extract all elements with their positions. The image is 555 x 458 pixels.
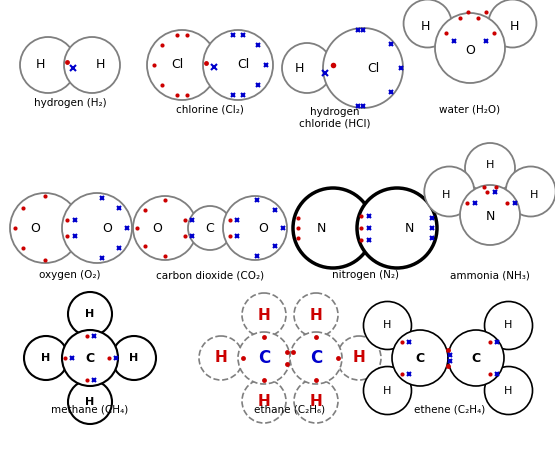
Circle shape: [62, 193, 132, 263]
Circle shape: [242, 379, 286, 423]
Circle shape: [282, 43, 332, 93]
Text: H: H: [529, 190, 538, 200]
Text: oxygen (O₂): oxygen (O₂): [39, 270, 101, 280]
Text: H: H: [504, 321, 513, 331]
Circle shape: [357, 188, 437, 268]
Circle shape: [424, 167, 475, 217]
Circle shape: [223, 196, 287, 260]
Text: hydrogen (H₂): hydrogen (H₂): [34, 98, 107, 108]
Text: H: H: [258, 307, 270, 322]
Circle shape: [364, 366, 411, 414]
Circle shape: [10, 193, 80, 263]
Text: H: H: [486, 160, 494, 170]
Text: carbon dioxide (CO₂): carbon dioxide (CO₂): [156, 270, 264, 280]
Circle shape: [199, 336, 243, 380]
Text: O: O: [152, 222, 162, 234]
Circle shape: [64, 37, 120, 93]
Text: H: H: [421, 20, 430, 33]
Circle shape: [488, 0, 537, 48]
Circle shape: [24, 336, 68, 380]
Text: O: O: [465, 44, 475, 56]
Text: H: H: [36, 59, 45, 71]
Circle shape: [112, 336, 156, 380]
Text: ammonia (NH₃): ammonia (NH₃): [450, 270, 530, 280]
Text: C: C: [258, 349, 270, 367]
Text: ethene (C₂H₄): ethene (C₂H₄): [415, 405, 486, 415]
Circle shape: [290, 332, 342, 384]
Text: H: H: [42, 353, 51, 363]
Circle shape: [506, 167, 555, 217]
Circle shape: [485, 366, 533, 414]
Text: H: H: [352, 350, 365, 365]
Text: H: H: [442, 190, 451, 200]
Circle shape: [238, 332, 290, 384]
Text: H: H: [504, 386, 513, 396]
Circle shape: [294, 293, 338, 337]
Circle shape: [203, 30, 273, 100]
Circle shape: [364, 301, 411, 349]
Text: C: C: [205, 222, 214, 234]
Circle shape: [242, 293, 286, 337]
Circle shape: [403, 0, 452, 48]
Circle shape: [465, 143, 515, 193]
Text: H: H: [384, 386, 392, 396]
Circle shape: [448, 330, 504, 386]
Text: C: C: [310, 349, 322, 367]
Text: O: O: [30, 222, 40, 234]
Text: C: C: [416, 351, 425, 365]
Circle shape: [147, 30, 217, 100]
Circle shape: [392, 330, 448, 386]
Text: Cl: Cl: [171, 59, 183, 71]
Text: hydrogen
chloride (HCl): hydrogen chloride (HCl): [299, 107, 371, 129]
Text: H: H: [85, 397, 94, 407]
Text: H: H: [310, 307, 322, 322]
Text: N: N: [404, 222, 413, 234]
Text: N: N: [316, 222, 326, 234]
Circle shape: [188, 206, 232, 250]
Text: H: H: [95, 59, 105, 71]
Text: C: C: [85, 351, 94, 365]
Text: N: N: [485, 211, 495, 224]
Circle shape: [68, 380, 112, 424]
Text: ethane (C₂H₆): ethane (C₂H₆): [254, 405, 326, 415]
Text: methane (CH₄): methane (CH₄): [52, 405, 129, 415]
Text: chlorine (Cl₂): chlorine (Cl₂): [176, 105, 244, 115]
Circle shape: [133, 196, 197, 260]
Text: C: C: [471, 351, 481, 365]
Text: Cl: Cl: [237, 59, 249, 71]
Text: O: O: [102, 222, 112, 234]
Circle shape: [20, 37, 76, 93]
Circle shape: [323, 28, 403, 108]
Text: H: H: [215, 350, 228, 365]
Text: H: H: [310, 393, 322, 409]
Circle shape: [68, 292, 112, 336]
Text: H: H: [129, 353, 139, 363]
Circle shape: [460, 185, 520, 245]
Text: H: H: [85, 309, 94, 319]
Circle shape: [62, 330, 118, 386]
Circle shape: [485, 301, 533, 349]
Text: O: O: [258, 222, 268, 234]
Text: Cl: Cl: [367, 61, 379, 75]
Text: H: H: [509, 20, 519, 33]
Circle shape: [294, 379, 338, 423]
Text: H: H: [294, 61, 304, 75]
Text: H: H: [384, 321, 392, 331]
Circle shape: [435, 13, 505, 83]
Circle shape: [337, 336, 381, 380]
Circle shape: [293, 188, 373, 268]
Text: water (H₂O): water (H₂O): [440, 105, 501, 115]
Text: nitrogen (N₂): nitrogen (N₂): [331, 270, 398, 280]
Text: H: H: [258, 393, 270, 409]
